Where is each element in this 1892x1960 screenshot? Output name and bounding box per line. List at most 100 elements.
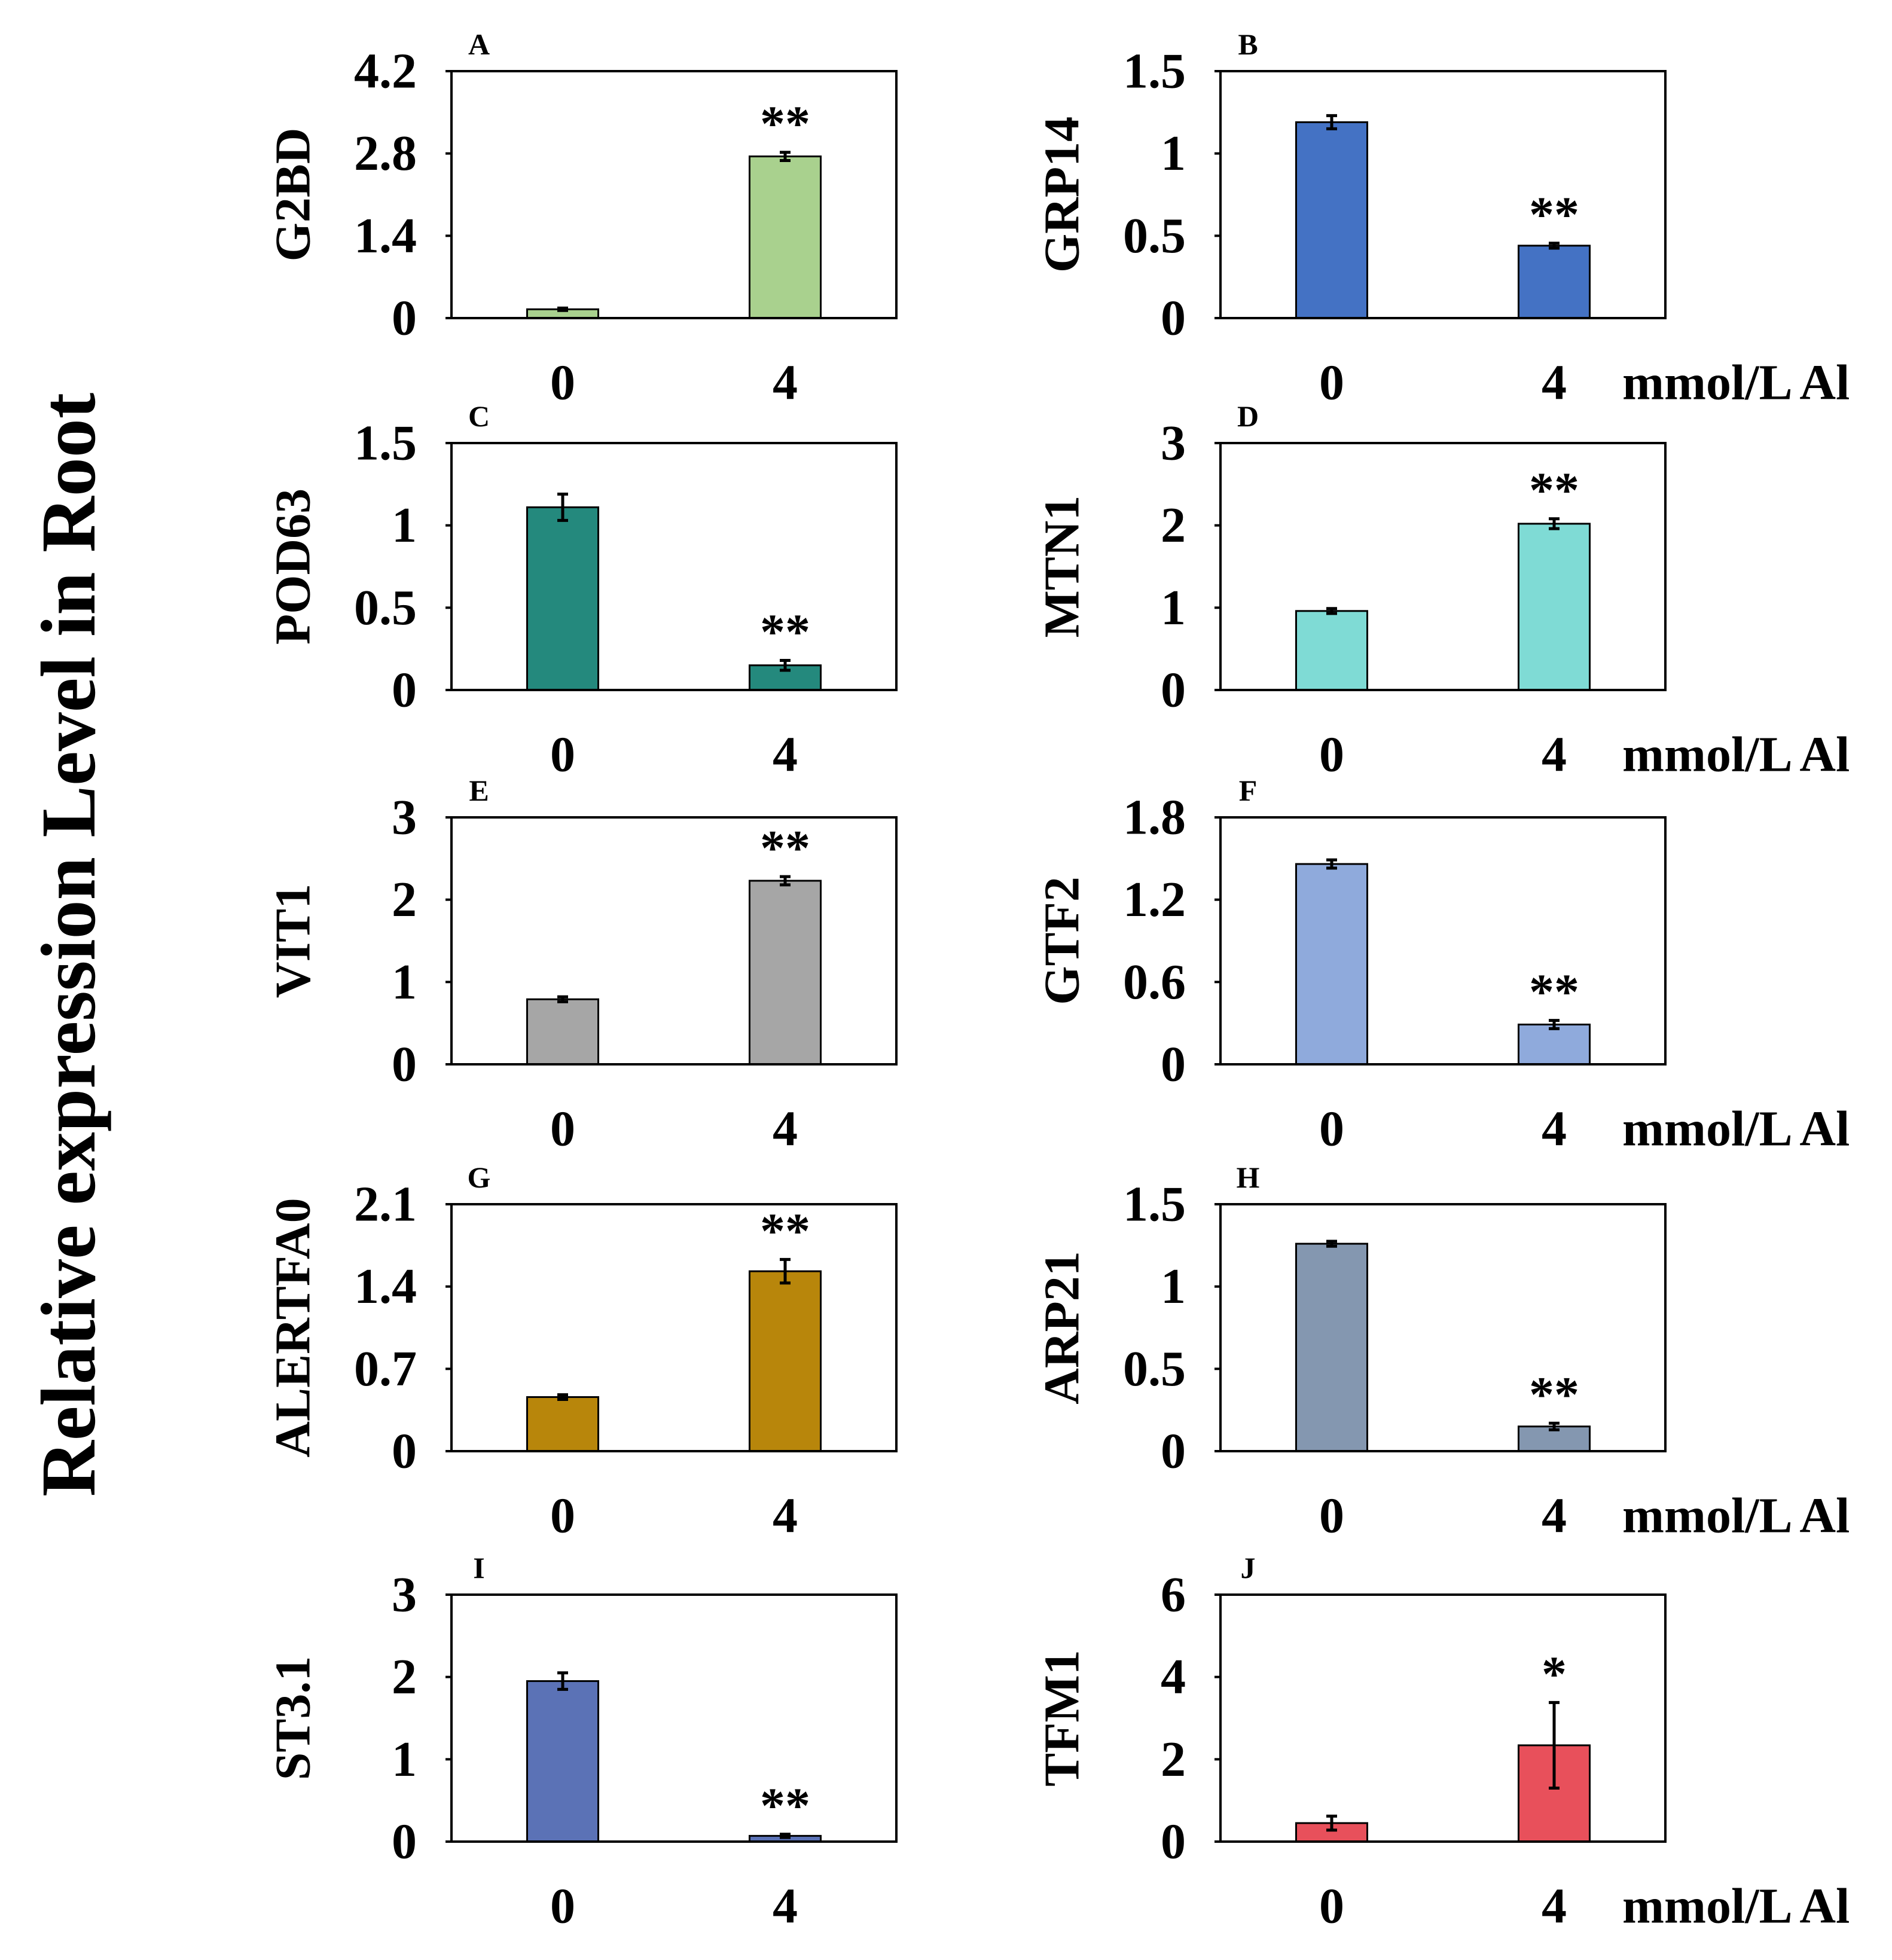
panel-a-plot-area	[450, 70, 898, 319]
panel-b-ytick-label-1: 0.5	[1123, 208, 1186, 264]
panel-h-ytick-label-3: 1.5	[1123, 1177, 1186, 1232]
panel-g-ytick-label-1: 0.7	[354, 1341, 417, 1397]
panel-g-panel-letter: G	[468, 1161, 491, 1194]
panel-j-error-bar-0	[1326, 1814, 1337, 1832]
panel-a-error-bar-1	[780, 151, 791, 162]
panel-a-xtick-label-0: 0	[550, 355, 575, 411]
panel-f-xtick-label-0: 0	[1319, 1101, 1344, 1157]
panel-c-xtick-label-0: 0	[550, 727, 575, 783]
panel-b-bar-1	[1517, 245, 1591, 319]
panel-g-xtick-label-0: 0	[550, 1488, 575, 1544]
panel-i-ylabel: ST3.1	[266, 1656, 321, 1781]
panel-j-ytick-label-0: 0	[1161, 1814, 1186, 1870]
figure-ylabel: Relative expression Level in Root	[26, 393, 112, 1497]
panel-f-bar-1	[1517, 1023, 1591, 1066]
panel-h-xtick-label-1: 4	[1542, 1488, 1567, 1544]
panel-c-ylabel: POD63	[266, 489, 321, 645]
panel-j-significance-label: *	[1542, 1646, 1567, 1702]
panel-h-xtick-label-0: 0	[1319, 1488, 1344, 1544]
panel-g-ytick-label-2: 1.4	[354, 1259, 417, 1314]
panel-b-ytick-label-0: 0	[1161, 291, 1186, 346]
panel-b-xtick-label-1: 4	[1542, 355, 1567, 411]
panel-a-panel-letter: A	[468, 28, 490, 61]
panel-b-error-bar-0	[1326, 114, 1337, 130]
panel-g-bar-0	[526, 1396, 600, 1452]
panel-e-ylabel: VIT1	[266, 884, 321, 998]
panel-c-ytick-label-2: 1	[392, 497, 417, 553]
panel-i-ytick-label-1: 1	[392, 1732, 417, 1787]
panel-c: 0 4 0 0.5 1 1.5 ** POD63 C	[266, 399, 898, 783]
panel-h-ytick-label-2: 1	[1161, 1259, 1186, 1314]
panel-h-ylabel: ARP21	[1035, 1251, 1090, 1405]
panel-i-ytick-label-2: 2	[392, 1649, 417, 1705]
panel-f-xtick-label-1: 4	[1542, 1101, 1567, 1157]
panel-c-error-bar-0	[557, 492, 568, 522]
panel-a: 0 4 0 1.4 2.8 4.2 ** G2BD A	[266, 28, 898, 411]
panel-c-ytick-label-0: 0	[392, 663, 417, 718]
panel-f-plot-area	[1219, 816, 1667, 1066]
panel-b-ylabel: GRP14	[1035, 117, 1090, 273]
panel-i-plot-area	[450, 1593, 898, 1843]
panel-b-bar-0	[1295, 121, 1369, 319]
panel-i-ytick-label-3: 3	[392, 1567, 417, 1623]
panel-e-panel-letter: E	[469, 774, 489, 807]
panel-i-xtick-label-0: 0	[550, 1879, 575, 1934]
panel-b-panel-letter: B	[1238, 28, 1258, 61]
panel-e-error-bar-0	[557, 995, 568, 1003]
panel-h-xlabel: mmol/L Al	[1622, 1488, 1850, 1544]
panel-j-ytick-label-3: 6	[1161, 1567, 1186, 1623]
panel-j-panel-letter: J	[1241, 1551, 1256, 1585]
panel-c-significance-label: **	[760, 604, 810, 660]
panel-h-significance-label: **	[1529, 1367, 1579, 1422]
panel-f-ytick-label-1: 0.6	[1123, 954, 1186, 1010]
panel-d-ytick-label-1: 1	[1161, 580, 1186, 636]
panel-f-ytick-label-2: 1.2	[1123, 872, 1186, 927]
panel-d-ytick-label-3: 3	[1161, 416, 1186, 471]
panel-h-bar-0	[1295, 1242, 1369, 1452]
panel-a-ytick-label-1: 1.4	[354, 208, 417, 264]
panel-f-panel-letter: F	[1239, 774, 1258, 807]
panel-a-ytick-label-3: 4.2	[354, 44, 417, 99]
panel-d-xtick-label-0: 0	[1319, 727, 1344, 783]
panel-h-ytick-label-1: 0.5	[1123, 1341, 1186, 1397]
panel-d-ytick-label-0: 0	[1161, 663, 1186, 718]
panel-j-xtick-label-1: 4	[1542, 1879, 1567, 1934]
panel-i-panel-letter: I	[473, 1551, 484, 1585]
panel-b-plot-area	[1219, 70, 1667, 319]
panel-c-panel-letter: C	[468, 399, 490, 433]
panel-e-ytick-label-3: 3	[392, 790, 417, 845]
panel-e-error-bar-1	[780, 875, 791, 887]
chart-panels: 0 4 0 1.4 2.8 4.2 ** G2BD A 0 4 0 0.5 1 1.5 ** GRP14 Bmmo…	[266, 28, 1850, 1934]
panel-h-panel-letter: H	[1237, 1161, 1260, 1194]
panel-b-xtick-label-0: 0	[1319, 355, 1344, 411]
panel-i-error-bar-1	[780, 1833, 791, 1839]
panel-g-ylabel: ALERTFA0	[266, 1198, 321, 1457]
panel-e-xtick-label-1: 4	[773, 1101, 798, 1157]
panel-i-bar-0	[526, 1680, 600, 1843]
panel-h-error-bar-1	[1549, 1421, 1560, 1431]
panel-c-plot-area	[450, 442, 898, 691]
panel-i-significance-label: **	[760, 1778, 810, 1834]
panel-c-bar-0	[526, 506, 600, 691]
panel-a-bar-1	[748, 155, 822, 319]
panel-e-xtick-label-0: 0	[550, 1101, 575, 1157]
panel-g-ytick-label-3: 2.1	[354, 1177, 417, 1232]
panel-e-plot-area	[450, 816, 898, 1066]
panel-j-ytick-label-1: 2	[1161, 1732, 1186, 1787]
panel-a-error-bar-0	[557, 306, 568, 312]
panel-g: 0 4 0 0.7 1.4 2.1 ** ALERTFA0 G	[266, 1161, 898, 1544]
panel-e-ytick-label-2: 2	[392, 872, 417, 927]
panel-g-error-bar-1	[780, 1257, 791, 1285]
panel-e-ytick-label-0: 0	[392, 1037, 417, 1092]
panel-j-ylabel: TFM1	[1035, 1650, 1090, 1787]
panel-c-xtick-label-1: 4	[773, 727, 798, 783]
panel-j-xtick-label-0: 0	[1319, 1879, 1344, 1934]
panel-g-ytick-label-0: 0	[392, 1424, 417, 1479]
panel-f-error-bar-0	[1326, 858, 1337, 870]
